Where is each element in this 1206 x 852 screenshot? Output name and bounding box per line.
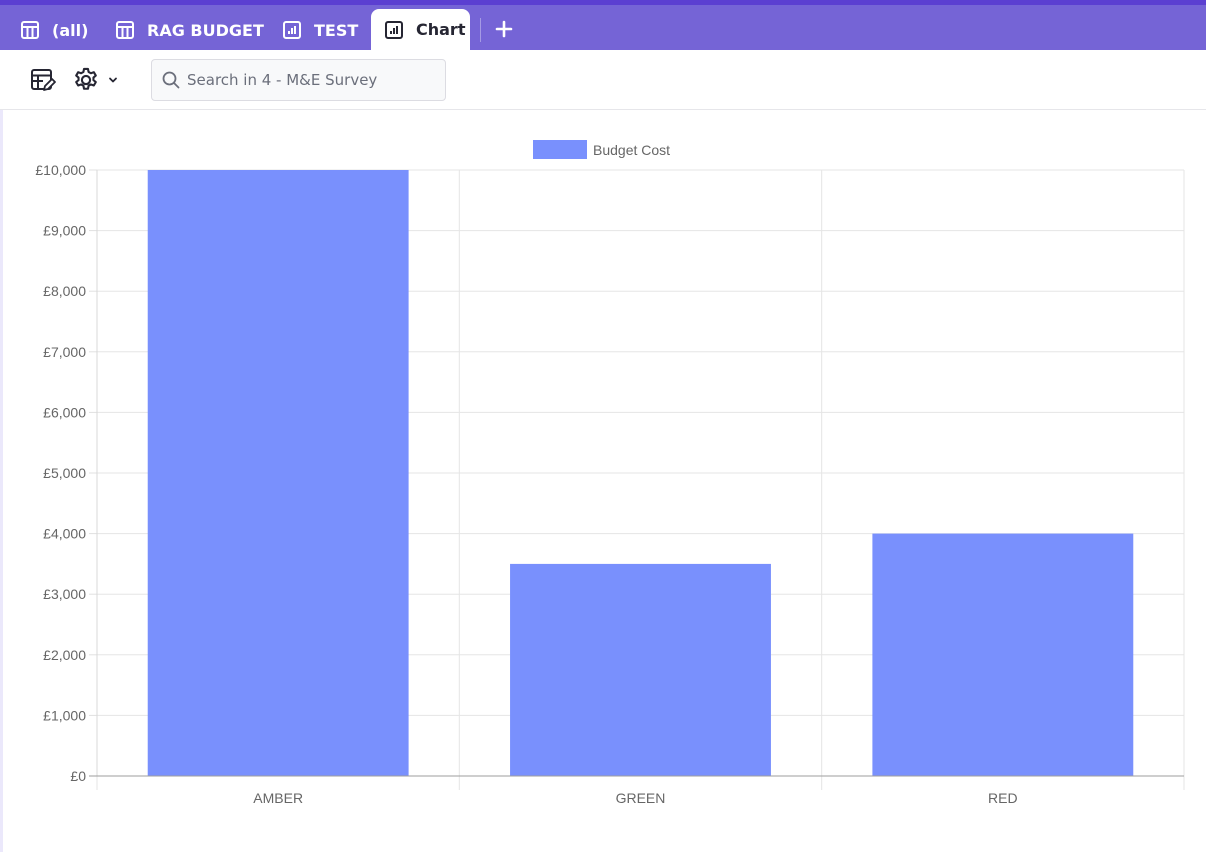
tab-chart[interactable]: Chart [371,9,470,50]
tab-bar: (all) RAG BUDGET TEST Chart [0,0,1206,50]
chevron-down-icon[interactable] [107,74,119,86]
x-tick-label: AMBER [253,790,303,806]
y-tick-label: £8,000 [43,283,86,299]
tab-label: Chart [416,20,466,39]
y-tick-label: £6,000 [43,404,86,420]
search-box[interactable] [151,59,446,101]
table-icon [116,21,134,39]
tab-label: TEST [314,20,359,40]
y-tick-label: £10,000 [35,162,86,178]
x-tick-label: GREEN [616,790,666,806]
legend-swatch [533,140,587,159]
y-tick-label: £7,000 [43,344,86,360]
table-icon [21,21,39,39]
bar-red [872,533,1134,776]
toolbar [0,50,1206,110]
bar-amber [147,170,409,776]
tab-divider [480,18,481,42]
y-tick-label: £0 [70,768,86,784]
y-tick-label: £1,000 [43,707,86,723]
search-icon [162,71,180,89]
tab-label: (all) [52,20,89,40]
tab-test[interactable]: TEST [282,10,358,50]
gear-icon[interactable] [72,66,100,94]
bar-chart: £0 £1,000 £2,000 £3,000 £4,000 £5,000 £6,000 £7… [35,140,1185,806]
y-tick-label: £5,000 [43,465,86,481]
y-tick-label: £3,000 [43,586,86,602]
tab-label: RAG BUDGET [147,20,264,40]
tab-all[interactable]: (all) [20,10,88,50]
y-tick-label: £9,000 [43,223,86,239]
tab-rag-budget[interactable]: RAG BUDGET [115,10,264,50]
y-tick-label: £4,000 [43,526,86,542]
x-tick-label: RED [988,790,1018,806]
bar-chart-icon [385,20,403,39]
left-edge [0,110,3,852]
plus-icon[interactable] [492,17,516,41]
edit-table-icon[interactable] [30,67,56,93]
legend-label: Budget Cost [593,142,670,158]
y-tick-label: £2,000 [43,647,86,663]
bar-chart-icon [283,21,301,39]
bar-green [510,563,771,776]
search-input[interactable] [187,71,427,89]
